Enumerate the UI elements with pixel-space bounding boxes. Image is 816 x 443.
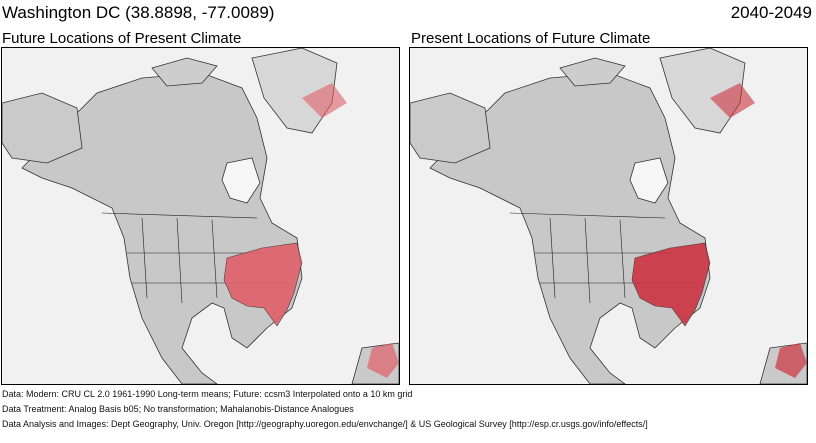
credits-note: Data Analysis and Images: Dept Geography… <box>2 419 648 429</box>
time-period: 2040-2049 <box>730 3 812 22</box>
left-panel-title: Future Locations of Present Climate <box>2 30 242 47</box>
left-map <box>2 48 399 384</box>
location-title: Washington DC (38.8898, -77.0089) <box>2 3 275 22</box>
boundary-line <box>176 217 183 304</box>
analog-patch <box>775 343 807 378</box>
data-treatment-note: Data Treatment: Analog Basis b05; No tra… <box>2 404 354 414</box>
analog-patch <box>367 343 399 378</box>
arctic-islands <box>559 57 626 87</box>
boundary-line <box>211 219 218 299</box>
analog-climate-region <box>631 242 711 327</box>
boundary-line <box>619 219 626 299</box>
right-map-panel <box>409 47 808 385</box>
alaska <box>410 92 491 164</box>
right-panel-title: Present Locations of Future Climate <box>411 30 651 47</box>
right-map <box>410 48 807 384</box>
boundary-line <box>141 217 148 299</box>
analog-patch <box>710 83 755 118</box>
arctic-islands <box>151 57 218 87</box>
analog-climate-region <box>223 242 303 327</box>
left-map-panel <box>1 47 400 385</box>
hudson-bay <box>221 157 261 204</box>
boundary-line <box>584 217 591 304</box>
boundary-line <box>101 212 258 219</box>
boundary-line <box>509 212 666 219</box>
alaska <box>2 92 83 164</box>
analog-patch <box>302 83 347 118</box>
boundary-line <box>549 217 556 299</box>
continent <box>429 72 711 384</box>
continent <box>21 72 303 384</box>
hudson-bay <box>629 157 669 204</box>
data-source-note: Data: Modern: CRU CL 2.0 1961-1990 Long-… <box>2 389 413 399</box>
